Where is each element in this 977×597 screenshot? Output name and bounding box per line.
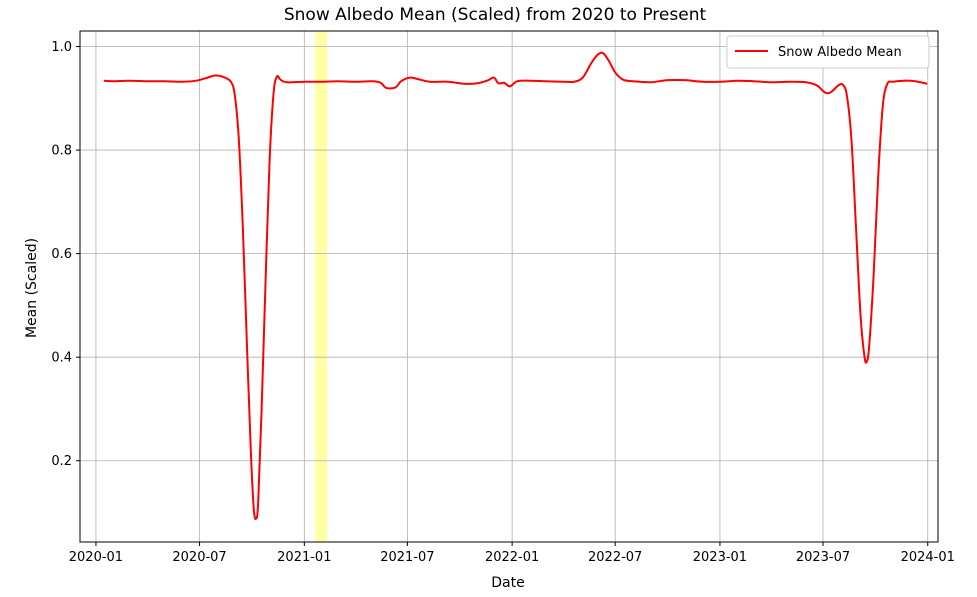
x-tick-label: 2022-01	[485, 550, 539, 565]
x-axis-label: Date	[491, 575, 524, 591]
ticks-layer: 2020-01 2020-07 2021-01 2021-07 2022-01 2022-…	[51, 40, 955, 565]
y-tick-label: 0.6	[51, 247, 72, 262]
y-tick-label: 0.8	[51, 144, 72, 159]
y-tick-label: 1.0	[51, 40, 72, 55]
y-tick-label: 0.4	[51, 351, 72, 366]
legend: Snow Albedo Mean	[726, 35, 930, 69]
x-tick-label: 2022-07	[588, 550, 642, 565]
series-layer	[103, 51, 928, 520]
plot-frame	[79, 30, 939, 543]
highlight-layer	[315, 31, 328, 542]
x-tick-label: 2024-01	[901, 550, 955, 565]
y-tick-label: 0.2	[51, 454, 72, 469]
legend-box	[726, 35, 930, 69]
x-tick-label: 2023-01	[693, 550, 747, 565]
y-axis-label: Mean (Scaled)	[24, 238, 40, 338]
x-tick-label: 2020-01	[69, 550, 123, 565]
legend-label: Snow Albedo Mean	[778, 45, 902, 60]
x-tick-label: 2021-01	[277, 550, 331, 565]
x-tick-label: 2023-07	[796, 550, 850, 565]
chart-title: Snow Albedo Mean (Scaled) from 2020 to P…	[284, 5, 707, 25]
x-tick-label: 2020-07	[172, 550, 226, 565]
x-tick-label: 2021-07	[380, 550, 434, 565]
highlight-span	[315, 31, 328, 542]
series-line	[103, 51, 928, 520]
